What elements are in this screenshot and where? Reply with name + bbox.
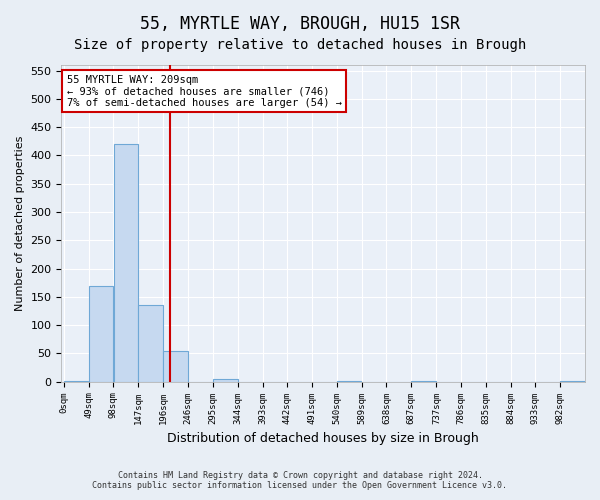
Bar	[89, 286, 113, 382]
Bar	[213, 379, 238, 382]
Bar	[412, 381, 436, 382]
Bar	[560, 381, 585, 382]
Bar	[139, 306, 163, 382]
Bar	[64, 381, 88, 382]
X-axis label: Distribution of detached houses by size in Brough: Distribution of detached houses by size …	[167, 432, 479, 445]
Text: 55 MYRTLE WAY: 209sqm
← 93% of detached houses are smaller (746)
7% of semi-deta: 55 MYRTLE WAY: 209sqm ← 93% of detached …	[67, 74, 341, 108]
Bar	[114, 144, 138, 382]
Text: 55, MYRTLE WAY, BROUGH, HU15 1SR: 55, MYRTLE WAY, BROUGH, HU15 1SR	[140, 15, 460, 33]
Text: Contains HM Land Registry data © Crown copyright and database right 2024.
Contai: Contains HM Land Registry data © Crown c…	[92, 470, 508, 490]
Y-axis label: Number of detached properties: Number of detached properties	[15, 136, 25, 311]
Bar	[337, 381, 361, 382]
Bar	[163, 350, 188, 382]
Text: Size of property relative to detached houses in Brough: Size of property relative to detached ho…	[74, 38, 526, 52]
